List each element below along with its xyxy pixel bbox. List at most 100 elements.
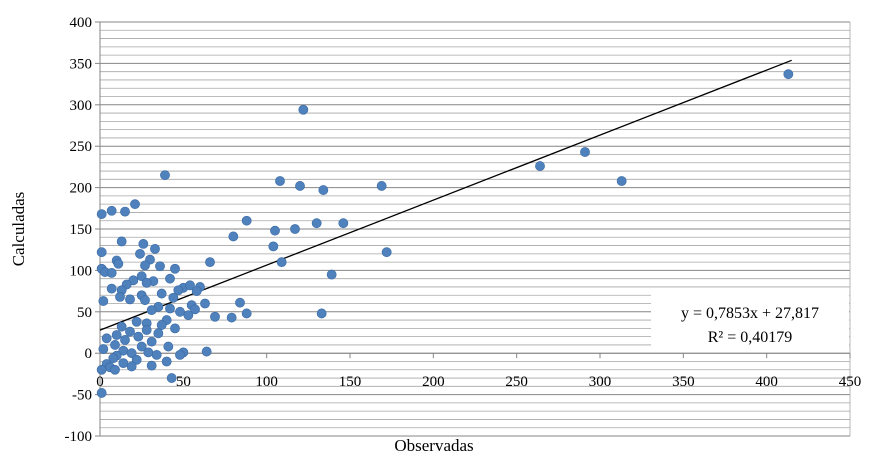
data-point [120, 335, 130, 345]
data-point [270, 225, 280, 236]
data-point [115, 291, 125, 302]
data-point [783, 69, 794, 80]
data-point [96, 209, 107, 219]
data-point [156, 320, 167, 330]
data-point [170, 323, 180, 334]
grid-lines [100, 21, 851, 437]
data-point [110, 340, 120, 350]
data-point [136, 341, 147, 352]
data-point [131, 354, 142, 365]
data-point [118, 358, 129, 369]
y-tick-label: 400 [70, 15, 93, 31]
data-points [96, 69, 794, 398]
x-tick-label: 150 [339, 374, 362, 390]
data-point [381, 247, 392, 258]
data-point [140, 260, 150, 271]
data-point [173, 285, 184, 296]
data-point [108, 353, 119, 364]
data-point [190, 304, 200, 315]
data-point [191, 286, 202, 296]
data-point [201, 346, 212, 357]
data-point [268, 241, 279, 252]
data-point [205, 257, 215, 268]
x-tick-label: 350 [672, 374, 695, 390]
data-point [156, 288, 167, 299]
data-point [165, 273, 175, 284]
data-point [163, 341, 174, 352]
data-point [126, 348, 137, 359]
data-point [151, 349, 162, 360]
trendline-equation: y = 0,7853x + 27,817 [681, 305, 819, 322]
data-point [98, 296, 109, 306]
data-point [311, 218, 322, 229]
data-point [125, 294, 135, 305]
data-point [616, 176, 627, 186]
data-point [580, 147, 590, 157]
x-tick-label: 300 [589, 374, 612, 390]
data-point [161, 356, 172, 367]
data-point [290, 224, 300, 234]
data-point [376, 181, 387, 191]
data-point [106, 267, 117, 278]
trendline-equation-box: y = 0,7853x + 27,817 R² = 0,40179 [651, 294, 849, 350]
data-point [140, 295, 150, 306]
y-tick-label: 50 [77, 305, 92, 321]
x-tick-label: 250 [505, 374, 528, 390]
data-point [131, 316, 142, 327]
data-point [166, 373, 177, 383]
data-point [146, 360, 157, 371]
data-point [316, 308, 327, 319]
x-axis-title: Observadas [394, 436, 473, 455]
trendline [99, 59, 792, 331]
data-point [138, 239, 149, 249]
data-point [275, 176, 285, 186]
y-tick-label: -50 [72, 388, 92, 404]
data-point [126, 361, 137, 372]
data-point [153, 328, 164, 339]
y-axis-title: Calculadas [9, 192, 28, 267]
x-tick-label: 450 [839, 374, 862, 390]
data-point [535, 161, 545, 171]
data-point [98, 344, 109, 354]
trendline-line [99, 59, 792, 331]
data-point [135, 248, 145, 259]
data-point [175, 306, 185, 317]
data-point [96, 388, 107, 398]
data-point [226, 312, 237, 323]
data-point [155, 261, 165, 272]
data-point [141, 277, 152, 288]
data-point [210, 311, 220, 322]
data-point [295, 181, 305, 191]
y-tick-label: 300 [70, 98, 93, 114]
data-point [106, 283, 117, 294]
data-point [141, 325, 152, 335]
equation-box-bg [651, 294, 849, 350]
data-point [175, 349, 185, 360]
y-tick-label: 200 [70, 181, 93, 197]
data-point [241, 215, 252, 226]
x-tick-label: 100 [255, 374, 278, 390]
data-point [183, 310, 194, 321]
data-point [146, 336, 157, 347]
x-tick-label: 0 [96, 374, 104, 390]
data-point [96, 364, 107, 375]
data-point [111, 330, 122, 340]
data-point [185, 280, 195, 291]
data-point [298, 104, 309, 115]
data-point [143, 347, 154, 358]
data-point [241, 308, 252, 319]
data-point [318, 185, 329, 195]
y-tick-label: 350 [70, 56, 93, 72]
data-point [228, 231, 239, 242]
data-point [160, 170, 170, 181]
data-point [276, 257, 287, 268]
y-tick-label: 150 [70, 222, 93, 238]
data-point [170, 263, 180, 274]
data-point [120, 206, 130, 217]
x-tick-label: 200 [422, 374, 445, 390]
data-point [130, 199, 140, 210]
y-tick-label: -100 [65, 429, 93, 445]
data-point [235, 297, 245, 308]
